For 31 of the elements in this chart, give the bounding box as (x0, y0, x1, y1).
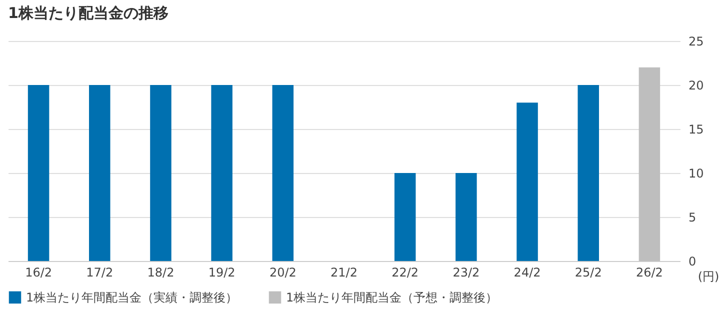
x-tick-label: 18/2 (147, 266, 174, 280)
bar (211, 85, 232, 261)
x-tick-label: 16/2 (25, 266, 52, 280)
x-tick-label: 23/2 (452, 266, 480, 280)
x-tick-label: 25/2 (574, 266, 602, 280)
bar (578, 85, 599, 261)
bar (394, 173, 416, 261)
x-tick-label: 22/2 (392, 266, 419, 280)
x-tick-label: 20/2 (269, 266, 296, 280)
bar (456, 173, 477, 261)
bar (89, 85, 110, 261)
bar (28, 85, 50, 261)
legend-label: 1株当たり年間配当金（予想・調整後） (286, 290, 498, 304)
bar (638, 67, 660, 261)
bar (150, 85, 172, 261)
x-tick-label: 17/2 (86, 266, 114, 280)
bar (272, 85, 294, 261)
y-axis-title: (円) (698, 270, 720, 284)
y-tick-label: 20 (688, 78, 704, 92)
y-tick-label: 25 (688, 34, 704, 48)
y-tick-label: 5 (688, 210, 696, 224)
x-tick-label: 19/2 (208, 266, 236, 280)
x-tick-label: 26/2 (636, 266, 663, 280)
legend-label: 1株当たり年間配当金（実績・調整後） (26, 290, 238, 304)
y-tick-label: 0 (688, 254, 696, 268)
x-tick-label: 24/2 (514, 266, 541, 280)
y-tick-label: 15 (688, 122, 704, 136)
bar (516, 102, 538, 261)
chart-title: 1株当たり配当金の推移 (8, 4, 168, 22)
x-tick-label: 21/2 (330, 266, 358, 280)
y-tick-label: 10 (688, 166, 704, 180)
